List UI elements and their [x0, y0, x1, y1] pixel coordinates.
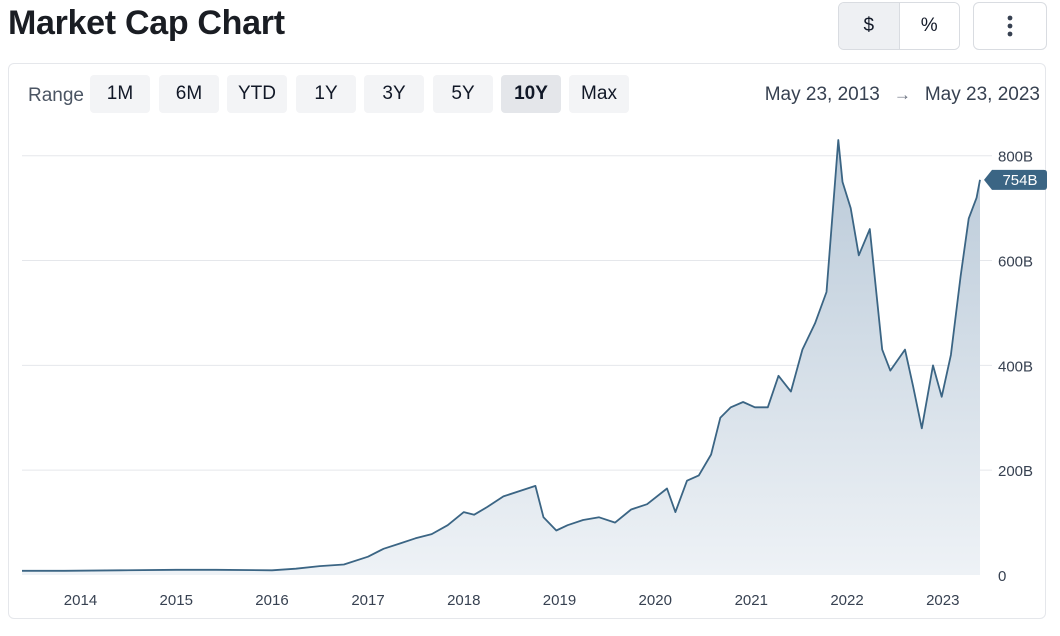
x-tick-label: 2017: [351, 592, 384, 609]
y-tick-label: 800B: [998, 149, 1033, 166]
range-6m-button[interactable]: 6M: [159, 75, 219, 113]
page-title: Market Cap Chart: [8, 4, 285, 42]
market-cap-line: [22, 139, 981, 572]
current-value-label: 754B: [1002, 172, 1037, 189]
y-tick-label: 400B: [998, 358, 1033, 375]
arrow-right-icon: →: [893, 85, 911, 104]
x-tick-label: 2014: [64, 592, 97, 609]
x-tick-label: 2015: [160, 592, 193, 609]
date-from[interactable]: May 23, 2013: [764, 84, 880, 105]
x-tick-label: 2020: [639, 592, 672, 609]
date-range: May 23, 2013 → May 23, 2023: [765, 84, 1040, 106]
more-options-button[interactable]: [973, 2, 1047, 50]
range-5y-button[interactable]: 5Y: [433, 75, 493, 113]
x-tick-label: 2019: [543, 592, 576, 609]
y-tick-label: 600B: [998, 254, 1033, 271]
date-to[interactable]: May 23, 2023: [924, 84, 1040, 105]
x-tick-label: 2016: [255, 592, 288, 609]
y-tick-label: 0: [998, 568, 1006, 585]
unit-dollar-button[interactable]: $: [839, 3, 899, 49]
vertical-ellipsis-icon: [1007, 15, 1013, 37]
current-value-badge: 754B: [984, 169, 1047, 190]
y-tick-label: 200B: [998, 463, 1033, 480]
range-1m-button[interactable]: 1M: [90, 75, 150, 113]
x-tick-label: 2018: [447, 592, 480, 609]
range-10y-button[interactable]: 10Y: [501, 75, 561, 113]
unit-percent-button[interactable]: %: [898, 3, 959, 49]
range-3y-button[interactable]: 3Y: [364, 75, 424, 113]
x-tick-label: 2021: [735, 592, 768, 609]
range-max-button[interactable]: Max: [569, 75, 629, 113]
market-cap-area: [22, 140, 980, 575]
range-1y-button[interactable]: 1Y: [296, 75, 356, 113]
range-ytd-button[interactable]: YTD: [227, 75, 287, 113]
x-tick-label: 2022: [830, 592, 863, 609]
range-label: Range: [28, 85, 84, 106]
unit-toggle: $ %: [838, 2, 960, 50]
chart-panel: [8, 63, 1046, 619]
x-tick-label: 2023: [926, 592, 959, 609]
